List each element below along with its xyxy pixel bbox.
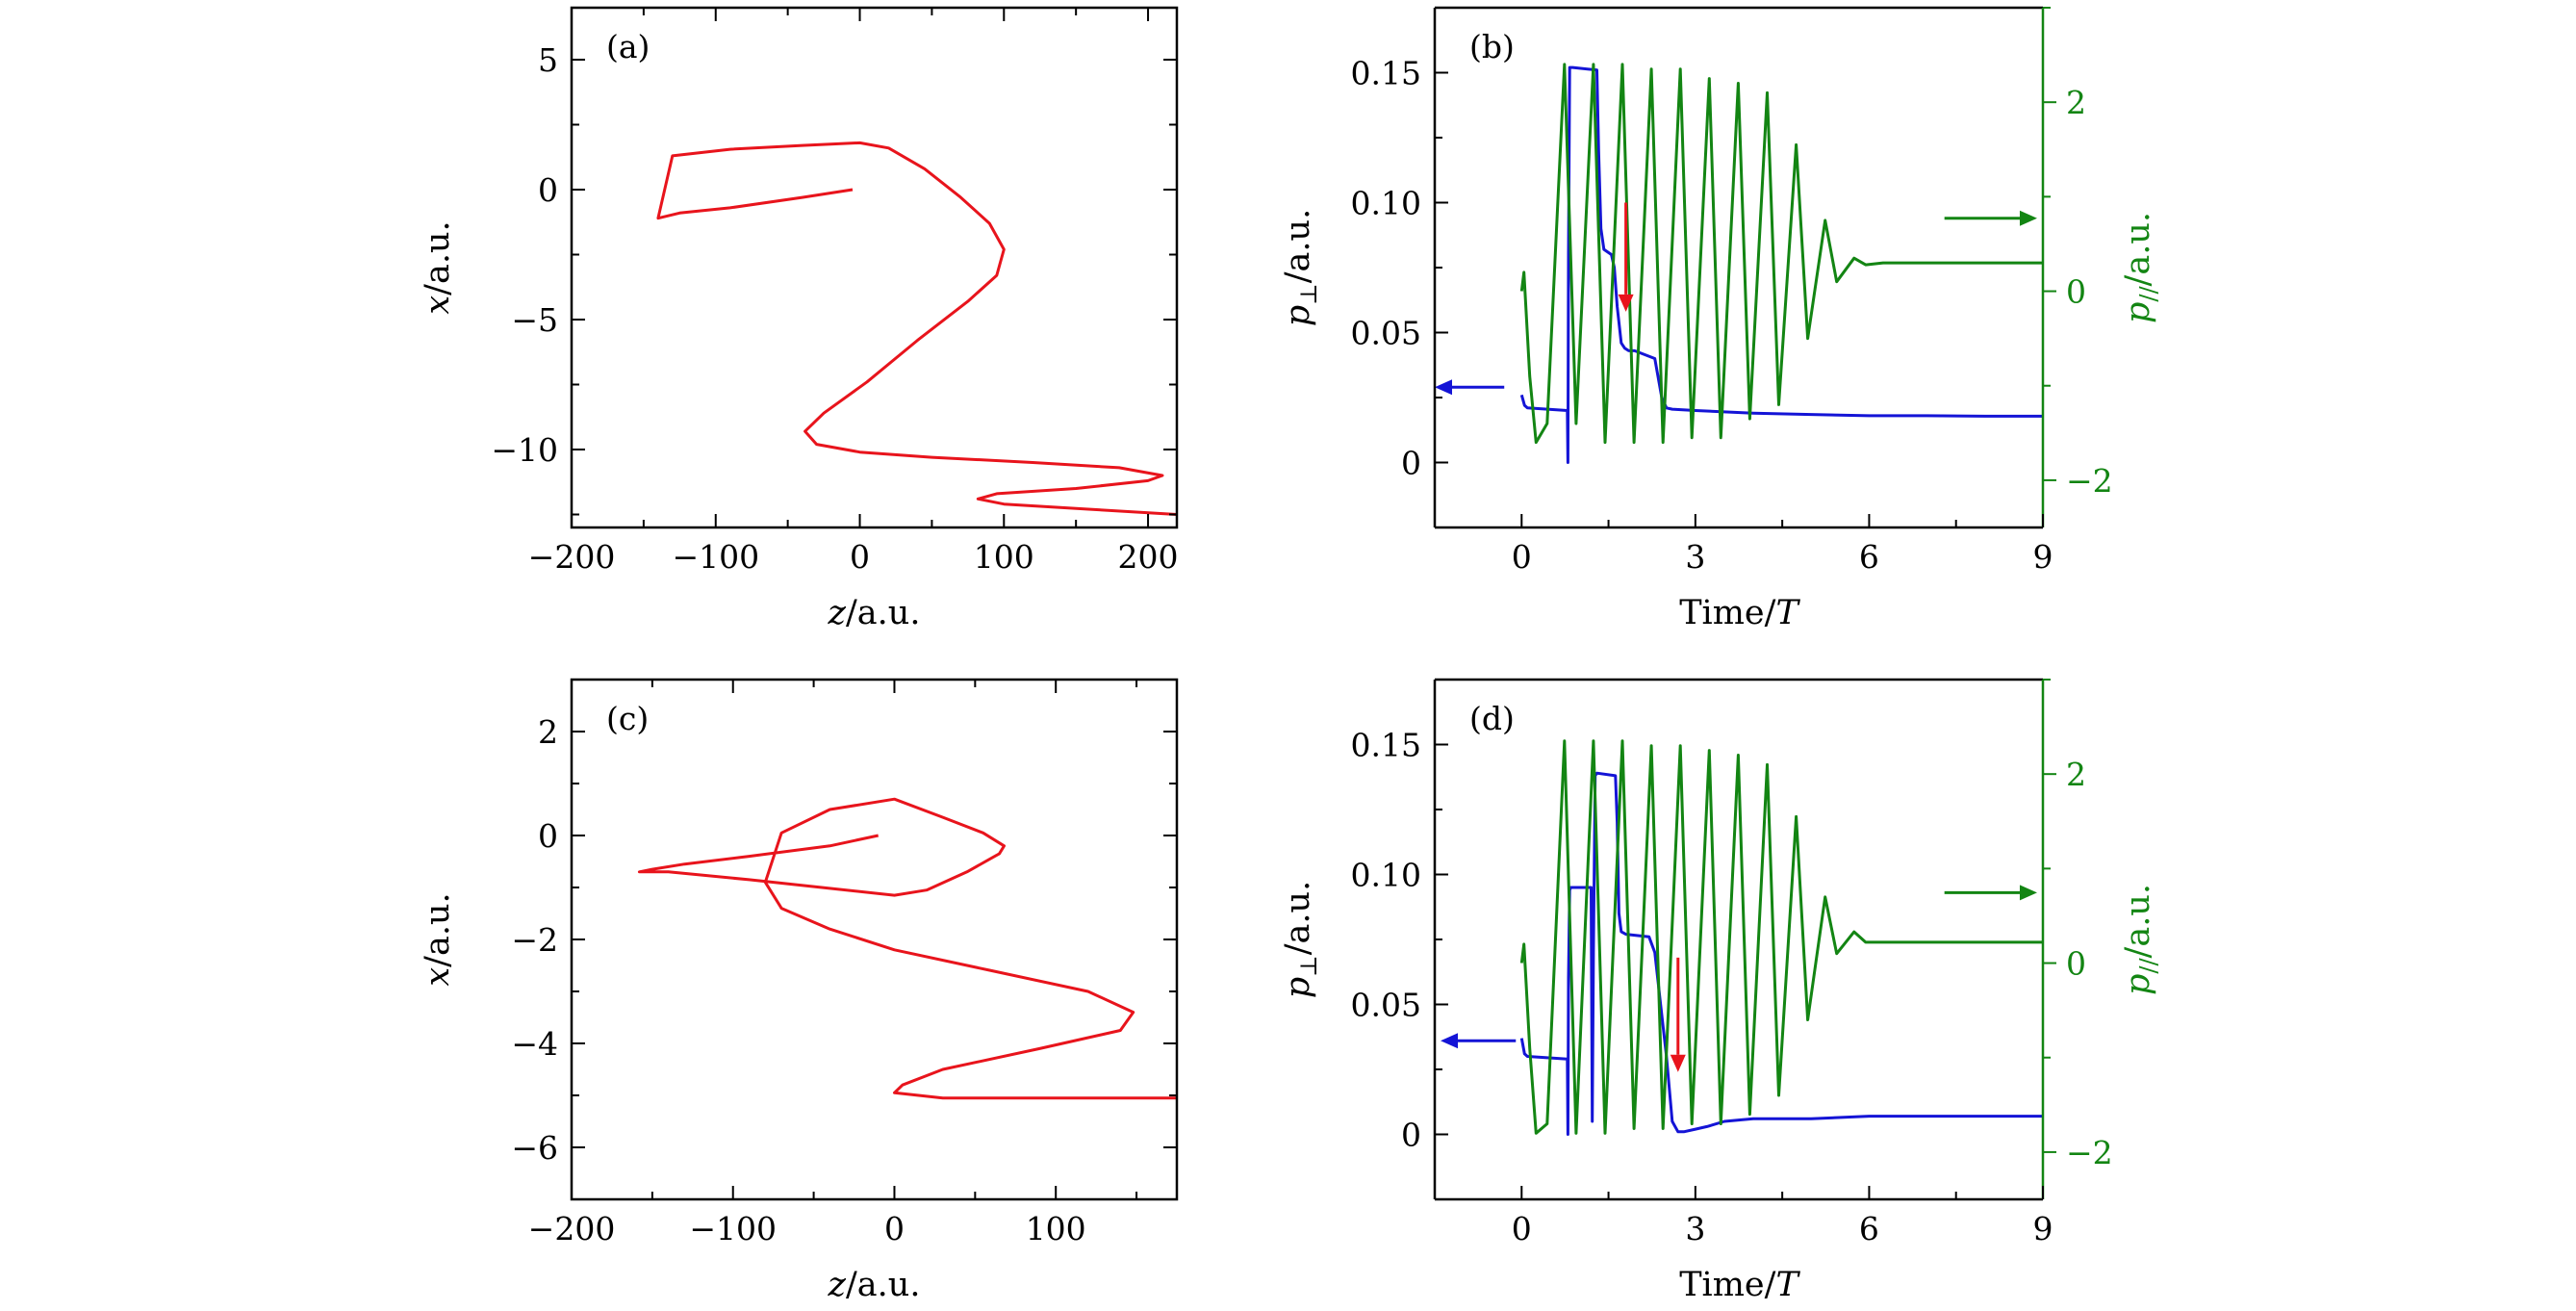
y-tick-label: 0 bbox=[538, 817, 558, 855]
y-right-tick-label: −2 bbox=[2066, 462, 2113, 500]
y-axis-label-left: p⊥/a.u. bbox=[1279, 881, 1322, 998]
y-axis-label-right: p///a.u. bbox=[2119, 884, 2162, 995]
x-tick-label: 6 bbox=[1859, 1210, 1879, 1247]
plot-frame bbox=[1433, 678, 2045, 1201]
y-tick-label: 0.10 bbox=[1351, 185, 1421, 222]
y-tick-label: −6 bbox=[511, 1129, 558, 1167]
x-axis-label: z/a.u. bbox=[828, 594, 921, 632]
y-tick-label: −2 bbox=[511, 921, 558, 959]
y-tick-label: 5 bbox=[538, 41, 558, 79]
panel-d: 0 3 6 9 0 0.05 0.10 0.15 2 0 −2 (d) Time/T p⊥/a.u. p//… bbox=[1279, 678, 2162, 1304]
y-tick-label: 0 bbox=[1401, 1117, 1421, 1154]
y-axis-label-left: p⊥/a.u. bbox=[1279, 209, 1322, 326]
x-axis-label: Time/T bbox=[1679, 1266, 1800, 1304]
y-axis-label: x/a.u. bbox=[419, 892, 457, 986]
x-tick-label: 6 bbox=[1859, 538, 1879, 576]
annotation-arrow bbox=[1670, 957, 1686, 1072]
x-tick-label: 100 bbox=[1026, 1210, 1086, 1247]
x-tick-label: −200 bbox=[528, 1210, 616, 1247]
series-line-right bbox=[1519, 739, 2043, 1135]
x-axis-label: Time/T bbox=[1679, 594, 1800, 632]
panel-b: 0 3 6 9 0 0.05 0.10 0.15 2 0 −2 (b) Time/T p⊥/a.u. p//… bbox=[1279, 6, 2162, 632]
y-tick-label: −5 bbox=[511, 301, 558, 339]
x-axis-label: z/a.u. bbox=[828, 1266, 921, 1304]
x-tick-label: −100 bbox=[672, 538, 759, 576]
y-right-tick-label: 0 bbox=[2066, 273, 2086, 311]
annotation-arrow bbox=[1944, 885, 2037, 901]
x-tick-label: 0 bbox=[884, 1210, 905, 1247]
y-right-tick-label: 2 bbox=[2066, 84, 2086, 121]
series-line-trajectory bbox=[656, 141, 1177, 516]
plot-frame bbox=[570, 6, 1179, 529]
annotation-arrow bbox=[1441, 1033, 1517, 1049]
panel-label: (c) bbox=[606, 700, 649, 737]
y-tick-label: 0.05 bbox=[1351, 315, 1421, 352]
series-line-trajectory bbox=[637, 797, 1177, 1100]
panel-label: (a) bbox=[606, 28, 650, 65]
y-tick-label: 0.10 bbox=[1351, 857, 1421, 894]
annotation-arrow bbox=[1618, 202, 1634, 312]
x-tick-label: −100 bbox=[689, 1210, 777, 1247]
x-tick-label: 200 bbox=[1118, 538, 1179, 576]
y-tick-label: 0.05 bbox=[1351, 987, 1421, 1024]
panel-a: −200 −100 0 100 200 5 0 −5 −10 (a) z/a.u. x/a.u. bbox=[419, 6, 1179, 632]
panel-label: (b) bbox=[1469, 28, 1515, 65]
y-right-tick-label: −2 bbox=[2066, 1134, 2113, 1171]
y-tick-label: 0 bbox=[1401, 445, 1421, 482]
y-tick-label: 0 bbox=[538, 171, 558, 209]
y-axis-label-right: p///a.u. bbox=[2119, 212, 2162, 323]
x-tick-label: 3 bbox=[1685, 538, 1705, 576]
panel-label: (d) bbox=[1469, 700, 1515, 737]
y-tick-label: 0.15 bbox=[1351, 727, 1421, 764]
x-tick-label: 9 bbox=[2033, 538, 2053, 576]
series-line-right bbox=[1519, 63, 2043, 445]
x-tick-label: 3 bbox=[1685, 1210, 1705, 1247]
x-tick-label: 0 bbox=[850, 538, 870, 576]
annotation-arrow bbox=[1944, 210, 2037, 226]
x-tick-label: 9 bbox=[2033, 1210, 2053, 1247]
y-tick-label: 2 bbox=[538, 713, 558, 751]
y-tick-label: −4 bbox=[511, 1025, 558, 1063]
plot-frame bbox=[1433, 6, 2045, 529]
y-axis-label: x/a.u. bbox=[419, 220, 457, 314]
y-tick-label: 0.15 bbox=[1351, 55, 1421, 92]
y-right-tick-label: 2 bbox=[2066, 756, 2086, 793]
series-line-left bbox=[1519, 65, 2043, 464]
x-tick-label: −200 bbox=[528, 538, 616, 576]
plot-frame bbox=[570, 678, 1179, 1201]
panel-c: −200 −100 0 100 2 0 −2 −4 −6 (c) z/a.u. x/a.u. bbox=[419, 678, 1179, 1304]
x-tick-label: 0 bbox=[1512, 1210, 1532, 1247]
x-tick-label: 100 bbox=[974, 538, 1034, 576]
y-tick-label: −10 bbox=[491, 431, 558, 469]
annotation-arrow bbox=[1435, 379, 1505, 396]
x-tick-label: 0 bbox=[1512, 538, 1532, 576]
y-right-tick-label: 0 bbox=[2066, 945, 2086, 983]
